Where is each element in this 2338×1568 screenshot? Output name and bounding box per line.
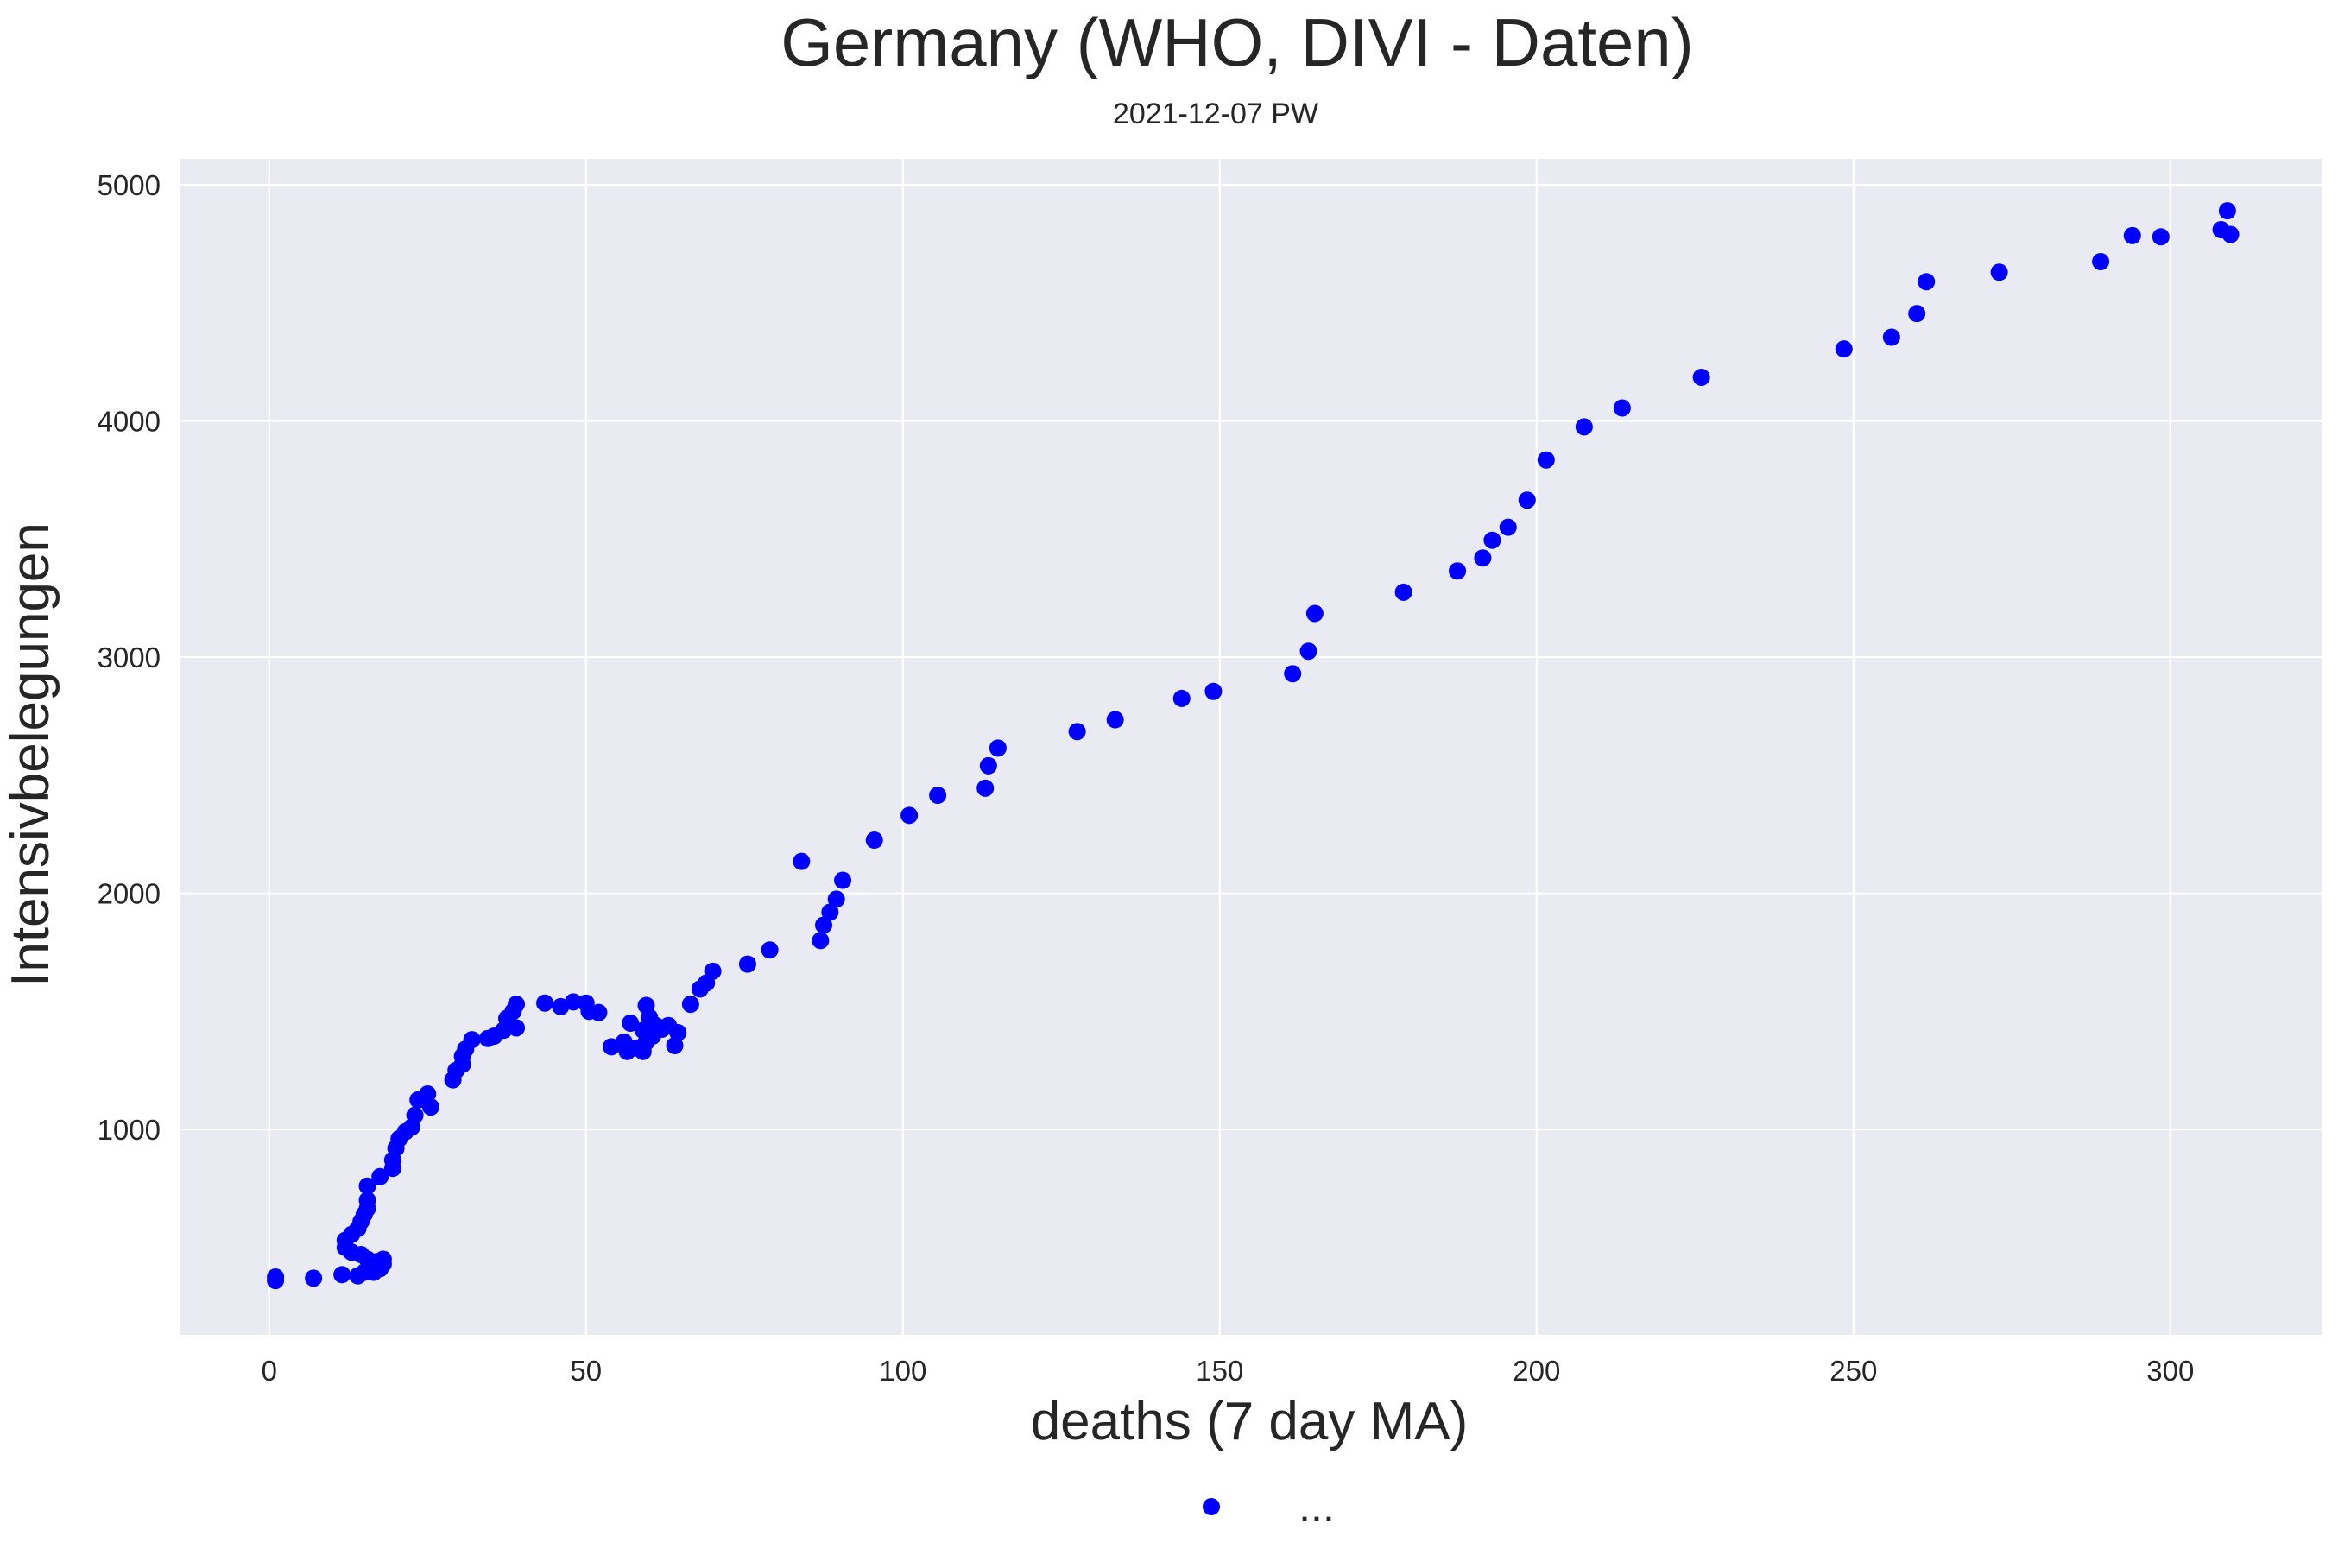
data-point [834,871,852,889]
data-point [1499,518,1517,536]
legend-marker [1203,1498,1220,1515]
data-point [1882,328,1900,346]
x-tick-label: 50 [570,1355,602,1387]
data-point [827,890,845,908]
data-point [979,756,997,775]
data-point [976,779,995,797]
data-point [1835,340,1853,358]
grid [180,159,2322,1335]
data-point [536,994,554,1012]
y-tick-label: 4000 [98,406,161,438]
data-point [812,932,830,950]
data-point [358,1177,376,1195]
x-tick-label: 100 [879,1355,926,1387]
data-point [1474,549,1492,567]
data-point [2152,228,2170,246]
data-point [622,1014,640,1032]
x-axis-label: deaths (7 day MA) [1031,1392,1469,1451]
data-point [371,1167,389,1185]
data-point [1613,399,1631,417]
x-tick-label: 200 [1513,1355,1560,1387]
data-point [1204,682,1223,700]
data-point [1299,642,1317,661]
data-point [2092,252,2110,270]
legend-label: ... [1299,1483,1335,1531]
data-point [419,1085,437,1103]
data-point [1305,604,1324,623]
data-point [793,852,811,870]
data-point [1449,562,1467,580]
chart-subtitle: 2021-12-07 PW [1113,98,1318,130]
data-points [267,202,2240,1290]
data-point [1518,491,1536,509]
data-point [508,996,526,1014]
data-point [1172,689,1191,707]
data-point [2218,202,2236,220]
data-point [2221,225,2240,243]
data-point [761,941,779,959]
data-point [358,1192,376,1210]
y-tick-label: 2000 [98,878,161,910]
data-point [1908,305,1926,323]
x-tick-label: 150 [1196,1355,1243,1387]
x-tick-label: 300 [2146,1355,2194,1387]
y-axis-label: Intensivbelegungen [1,522,60,987]
data-point [508,1019,526,1037]
data-point [305,1269,323,1287]
data-point [669,1023,687,1041]
data-point [406,1106,424,1124]
data-point [815,916,833,934]
x-tick-label: 0 [262,1355,277,1387]
data-point [421,1098,439,1116]
data-point [738,955,756,973]
x-tick-label: 250 [1829,1355,1877,1387]
data-point [463,1031,481,1049]
data-point [666,1036,684,1054]
y-tick-label: 1000 [98,1114,161,1146]
data-point [1990,263,2008,281]
data-point [1537,451,1555,469]
data-point [590,1003,608,1021]
data-point [929,787,947,805]
data-point [1068,723,1086,741]
y-tick-label: 3000 [98,642,161,673]
data-point [1106,711,1124,729]
data-point [1483,531,1501,549]
data-point [900,806,919,825]
y-tick-label: 5000 [98,169,161,201]
data-point [2123,226,2141,244]
data-point [821,903,839,921]
data-point [333,1266,351,1284]
legend: ... [1203,1483,1335,1531]
data-point [1575,418,1593,436]
data-point [681,996,699,1014]
data-point [1284,665,1302,683]
data-point [989,739,1007,757]
data-point [1918,273,1936,291]
data-point [565,993,583,1011]
data-point [267,1268,285,1286]
data-point [1692,368,1710,386]
data-point [1394,583,1412,601]
chart-title: Germany (WHO, DIVI - Daten) [780,4,1694,80]
data-point [865,831,883,850]
data-point [704,962,722,980]
plot-area [180,159,2322,1335]
tick-labels: 0 50 100 150 200 250 300 1000 2000 3000 4000 5000 [98,169,2195,1387]
